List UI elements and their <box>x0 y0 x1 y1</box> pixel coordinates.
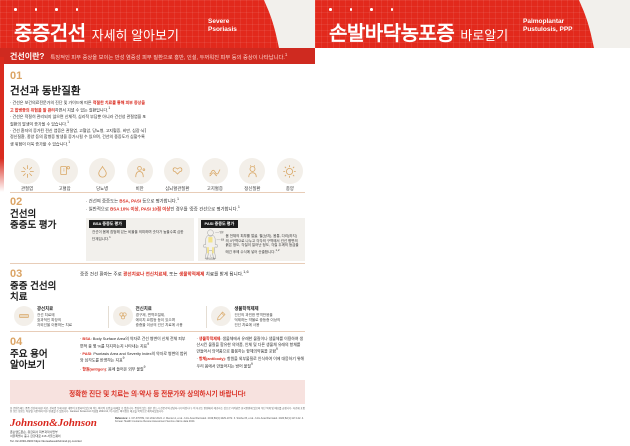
svg-text:얼굴: 얼굴 <box>219 230 223 234</box>
svg-text:몸통(상지): 몸통(상지) <box>220 238 223 242</box>
